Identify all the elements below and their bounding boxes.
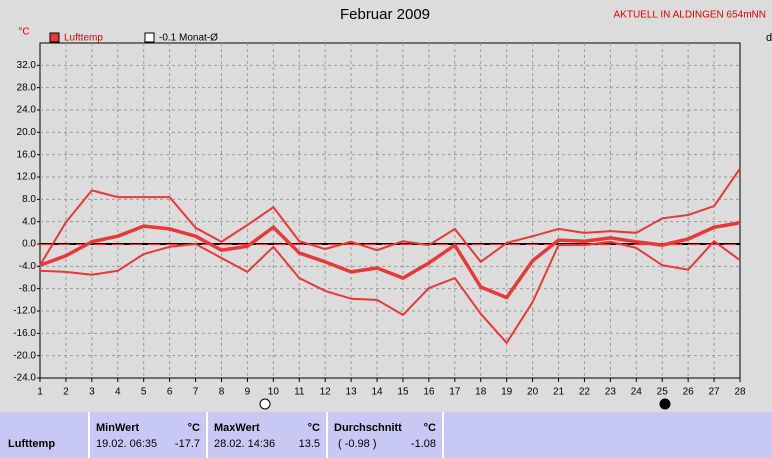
x-tick-label: 9 xyxy=(245,387,251,398)
x-tick-label: 28 xyxy=(734,387,746,398)
x-tick-label: 25 xyxy=(657,387,669,398)
y-tick-label: 28.0 xyxy=(17,82,37,93)
header-unit: °C xyxy=(187,422,200,434)
cell-text: -17.7 xyxy=(174,438,200,450)
x-tick-label: 18 xyxy=(475,387,487,398)
plot-area xyxy=(39,42,741,379)
header: Durchschnitt xyxy=(334,422,402,434)
x-tick-label: 20 xyxy=(527,387,539,398)
x-tick-label: 3 xyxy=(89,387,95,398)
legend-label: -0.1 Monat-Ø xyxy=(159,33,218,44)
series-line xyxy=(39,168,741,266)
y-tick-label: 0.0 xyxy=(22,239,36,250)
x-tick-label: 15 xyxy=(397,387,409,398)
x-tick-label: 4 xyxy=(115,387,121,398)
cell-text: 13.5 xyxy=(298,438,320,450)
x-tick-label: 13 xyxy=(346,387,358,398)
x-tick-label: 12 xyxy=(320,387,332,398)
row-label-cell: Lufttemp xyxy=(0,412,90,458)
y-tick-label: -24.0 xyxy=(13,373,36,384)
x-tick-label: 26 xyxy=(683,387,695,398)
cell-text: 28.02. 14:36 xyxy=(214,438,276,450)
max-cell: MaxWert °C 28.02. 14:36 13.5 xyxy=(206,412,326,458)
x-tick-label: 2 xyxy=(63,387,69,398)
x-tick-label: 1 xyxy=(37,387,43,398)
x-tick-label: 24 xyxy=(631,387,643,398)
x-tick-label: 27 xyxy=(709,387,721,398)
y-tick-label: 32.0 xyxy=(17,60,37,71)
x-tick-label: 10 xyxy=(268,387,280,398)
y-tick-label: 20.0 xyxy=(17,127,37,138)
y-tick-label: 16.0 xyxy=(17,149,37,160)
x-tick-label: 22 xyxy=(579,387,591,398)
y-tick-label: -8.0 xyxy=(19,283,37,294)
x-tick-label: 21 xyxy=(553,387,565,398)
legend-label: Lufttemp xyxy=(64,33,103,44)
legend-swatch xyxy=(49,32,60,43)
chart: Februar 2009 AKTUELL IN ALDINGEN 654mNN … xyxy=(13,6,772,410)
x-tick-label: 6 xyxy=(167,387,173,398)
chart-title: Februar 2009 xyxy=(340,6,430,23)
series-line xyxy=(39,240,741,344)
cell-text: ( -0.98 ) xyxy=(338,438,377,450)
x-tick-label: 16 xyxy=(423,387,435,398)
x-tick-label: 17 xyxy=(449,387,461,398)
x-tick-label: 19 xyxy=(501,387,513,398)
y-tick-label: -20.0 xyxy=(13,350,36,361)
stats-table: Lufttemp MinWert °C 19.02. 06:35 -17.7 M… xyxy=(0,412,772,458)
y-tick-label: -12.0 xyxy=(13,306,36,317)
header: MinWert xyxy=(96,422,140,434)
empty-cell xyxy=(442,412,772,458)
x-tick-label: 14 xyxy=(371,387,383,398)
y-unit: °C xyxy=(18,27,29,38)
x-tick-label: 5 xyxy=(141,387,147,398)
x-tick-label: 23 xyxy=(605,387,617,398)
y-tick-label: 4.0 xyxy=(22,216,36,227)
moon-icon xyxy=(659,398,671,410)
series-line xyxy=(39,221,741,300)
cell-text: -1.08 xyxy=(410,438,436,450)
y-tick-label: 24.0 xyxy=(17,105,37,116)
avg-cell: Durchschnitt °C ( -0.98 ) -1.08 xyxy=(326,412,442,458)
y-tick-label: -16.0 xyxy=(13,328,36,339)
legend-swatch xyxy=(144,32,155,43)
station-label: AKTUELL IN ALDINGEN 654mNN xyxy=(614,10,766,21)
header: MaxWert xyxy=(214,422,260,434)
x-tick-label: 7 xyxy=(193,387,199,398)
x-tick-label: 8 xyxy=(219,387,225,398)
moon-icon xyxy=(259,398,271,410)
header-unit: °C xyxy=(307,422,320,434)
header-unit: °C xyxy=(423,422,436,434)
corner-label: d xyxy=(766,32,772,44)
x-tick-label: 11 xyxy=(294,387,305,398)
y-tick-label: 12.0 xyxy=(17,172,37,183)
min-cell: MinWert °C 19.02. 06:35 -17.7 xyxy=(88,412,206,458)
y-tick-label: 8.0 xyxy=(22,194,36,205)
cell-text: 19.02. 06:35 xyxy=(96,438,158,450)
row-label: Lufttemp xyxy=(8,438,56,450)
y-tick-label: -4.0 xyxy=(19,261,37,272)
